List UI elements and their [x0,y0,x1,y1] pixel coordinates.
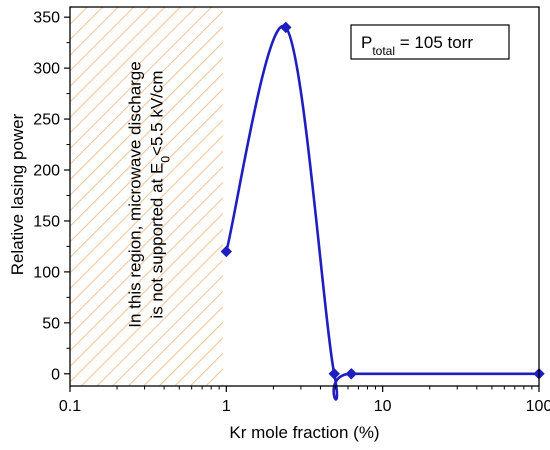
region-annotation-line2-main: is not supported at E [147,163,166,319]
y-tick-label: 50 [42,315,60,332]
y-tick-label: 0 [51,366,60,383]
data-point-marker [345,368,358,380]
y-tick-label: 100 [33,264,60,281]
region-annotation: In this region, microwave discharge is n… [125,61,172,327]
region-annotation-subscript: 0 [158,156,172,163]
pressure-legend-prefix: P [361,33,372,52]
series-markers [220,21,545,380]
pressure-legend-suffix: = 105 torr [395,33,473,52]
x-tick-label: 10 [374,398,392,415]
y-tick-label: 150 [33,213,60,230]
y-tick-label: 200 [33,163,60,180]
region-annotation-line1: In this region, microwave discharge [125,61,144,327]
unsupported-region [70,7,223,386]
data-point-marker [220,245,233,258]
pressure-legend: Ptotal = 105 torr [350,24,510,60]
y-axis-title: Relative lasing power [8,113,27,275]
region-annotation-line2: is not supported at E0<5.5 kV/cm [147,70,172,318]
data-point-marker [328,368,340,380]
pressure-legend-text: Ptotal = 105 torr [361,33,473,58]
plot-frame [69,6,540,387]
data-point-marker [280,21,292,34]
y-tick-label: 250 [33,112,60,129]
x-tick-label: 1 [222,398,231,415]
region-annotation-line2-end: <5.5 kV/cm [147,70,166,156]
x-axis-title: Kr mole fraction (%) [229,423,379,442]
series-line [225,24,539,401]
x-tick-label: 0.1 [59,398,81,415]
x-axis-ticks: 0.1 1 10 100 [59,386,550,415]
pressure-legend-subscript: total [372,44,395,58]
y-tick-label: 300 [33,61,60,78]
y-axis-ticks: 0 50 100 150 200 250 300 350 [33,10,70,383]
x-tick-label: 100 [526,398,550,415]
pressure-legend-box [350,24,510,60]
y-tick-label: 350 [33,10,60,27]
